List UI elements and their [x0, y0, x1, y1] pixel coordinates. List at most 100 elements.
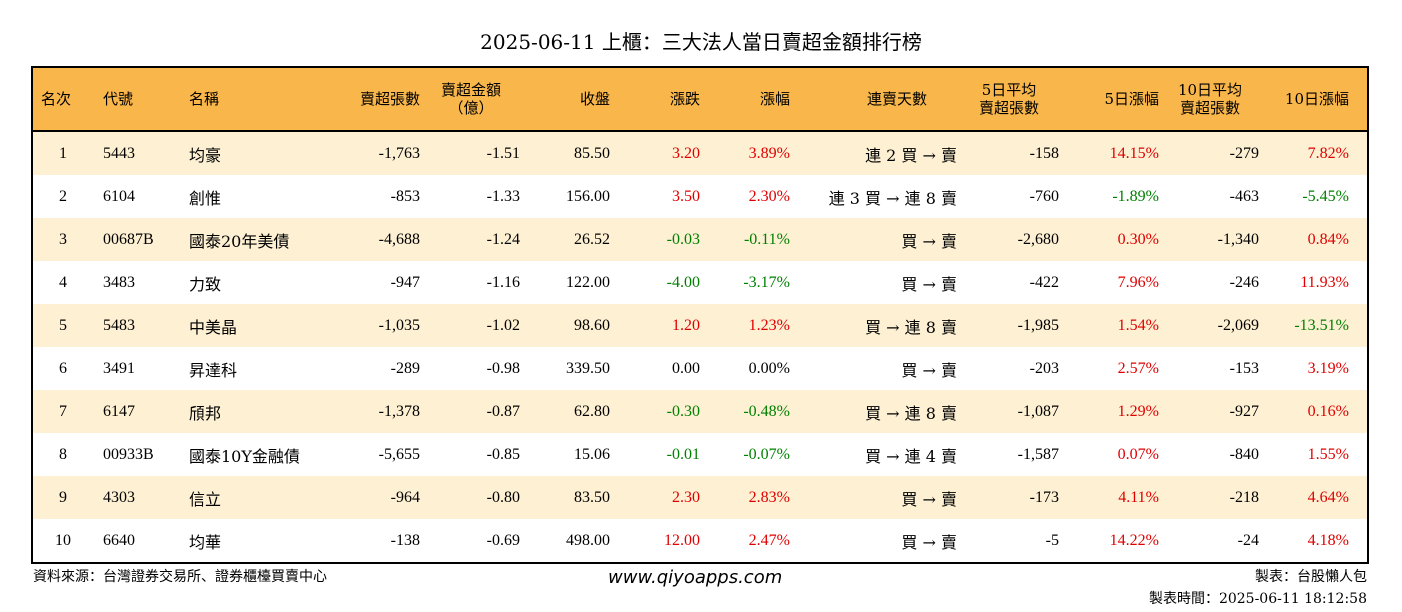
- cell-avg5: -5: [1045, 531, 1059, 549]
- cell-code: 5483: [103, 316, 135, 334]
- cell-pct10: 0.16%: [1307, 402, 1349, 420]
- cell-pct: -0.11%: [743, 230, 790, 248]
- cell-rank: 1: [59, 144, 67, 162]
- cell-code: 6147: [103, 402, 135, 420]
- table-row: 9 4303 信立 -964 -0.80 83.50 2.30 2.83% 買 → 賣 -173 4…: [33, 476, 1367, 519]
- cell-code: 00687B: [103, 230, 154, 248]
- cell-rank: 8: [59, 445, 67, 463]
- cell-name: 國泰10Y金融債: [189, 446, 300, 466]
- cell-pct10: 3.19%: [1307, 359, 1349, 377]
- header-avg10-line1: 10日平均: [1177, 81, 1243, 99]
- cell-name: 創惟: [189, 188, 222, 208]
- cell-name: 均豪: [189, 145, 222, 165]
- cell-sell-amount: -0.87: [486, 402, 520, 420]
- cell-avg10: -840: [1229, 445, 1259, 463]
- website-link[interactable]: www.qiyoapps.com: [608, 567, 783, 588]
- cell-name: 昇達科: [189, 360, 238, 380]
- cell-pct5: 2.57%: [1117, 359, 1159, 377]
- cell-close: 26.52: [574, 230, 610, 248]
- cell-sell-amount: -1.33: [486, 187, 520, 205]
- cell-pct: 2.83%: [748, 488, 790, 506]
- cell-pct10: 7.82%: [1307, 144, 1349, 162]
- cell-streak: 買 → 賣: [901, 274, 957, 294]
- cell-change: 3.50: [672, 187, 700, 205]
- cell-sell-shares: -5,655: [378, 445, 420, 463]
- table-body: 1 5443 均豪 -1,763 -1.51 85.50 3.20 3.89% 連 2 買 → …: [33, 132, 1367, 562]
- cell-close: 122.00: [566, 273, 610, 291]
- cell-pct10: 4.64%: [1307, 488, 1349, 506]
- cell-pct: -0.07%: [743, 445, 790, 463]
- header-avg10: 10日平均 賣超張數: [1161, 81, 1261, 117]
- cell-pct10: 0.84%: [1307, 230, 1349, 248]
- cell-sell-amount: -1.16: [486, 273, 520, 291]
- cell-avg10: -927: [1229, 402, 1259, 420]
- cell-pct5: 0.07%: [1117, 445, 1159, 463]
- ranking-table: 名次 代號 名稱 賣超張數 賣超金額 （億） 收盤 漲跌 漲幅 連賣天數 5日平…: [31, 66, 1369, 564]
- cell-pct: 3.89%: [748, 144, 790, 162]
- table-row: 1 5443 均豪 -1,763 -1.51 85.50 3.20 3.89% 連 2 買 → …: [33, 132, 1367, 175]
- header-sell-amount-line2: （億）: [448, 99, 494, 117]
- table-row: 8 00933B 國泰10Y金融債 -5,655 -0.85 15.06 -0.01 -0.0…: [33, 433, 1367, 476]
- cell-pct: 1.23%: [748, 316, 790, 334]
- cell-sell-shares: -947: [390, 273, 420, 291]
- cell-avg10: -463: [1229, 187, 1259, 205]
- cell-code: 3483: [103, 273, 135, 291]
- header-streak: 連賣天數: [792, 90, 959, 108]
- cell-code: 5443: [103, 144, 135, 162]
- header-avg10-line2: 賣超張數: [1179, 99, 1240, 117]
- cell-sell-amount: -0.80: [486, 488, 520, 506]
- cell-pct5: 1.54%: [1117, 316, 1159, 334]
- cell-close: 62.80: [574, 402, 610, 420]
- cell-name: 中美晶: [189, 317, 238, 337]
- cell-pct5: 0.30%: [1117, 230, 1159, 248]
- cell-sell-shares: -4,688: [378, 230, 420, 248]
- cell-sell-shares: -138: [390, 531, 420, 549]
- cell-avg5: -158: [1029, 144, 1059, 162]
- maker-note: 製表：台股懶人包: [1255, 569, 1367, 585]
- page-title: 2025-06-11 上櫃：三大法人當日賣超金額排行榜: [480, 30, 922, 54]
- table-row: 2 6104 創惟 -853 -1.33 156.00 3.50 2.30% 連 3 買 → 連…: [33, 175, 1367, 218]
- cell-avg5: -1,985: [1017, 316, 1059, 334]
- cell-name: 力致: [189, 274, 222, 294]
- cell-code: 6640: [103, 531, 135, 549]
- cell-sell-shares: -1,378: [378, 402, 420, 420]
- cell-avg10: -279: [1229, 144, 1259, 162]
- cell-pct10: 1.55%: [1307, 445, 1349, 463]
- cell-streak: 買 → 連 8 賣: [865, 403, 957, 423]
- header-pct: 漲幅: [759, 90, 790, 108]
- cell-pct10: 11.93%: [1300, 273, 1349, 291]
- table-row: 4 3483 力致 -947 -1.16 122.00 -4.00 -3.17% 買 → 賣 -4…: [33, 261, 1367, 304]
- cell-sell-shares: -1,035: [378, 316, 420, 334]
- cell-avg10: -246: [1229, 273, 1259, 291]
- cell-name: 信立: [189, 489, 222, 509]
- cell-close: 85.50: [574, 144, 610, 162]
- cell-streak: 買 → 連 8 賣: [865, 317, 957, 337]
- cell-pct: 2.30%: [748, 187, 790, 205]
- header-close: 收盤: [579, 90, 610, 108]
- cell-change: 2.30: [672, 488, 700, 506]
- table-row: 5 5483 中美晶 -1,035 -1.02 98.60 1.20 1.23% 買 → 連 8…: [33, 304, 1367, 347]
- cell-change: 0.00: [672, 359, 700, 377]
- cell-change: -0.30: [666, 402, 700, 420]
- cell-code: 4303: [103, 488, 135, 506]
- cell-change: 12.00: [664, 531, 700, 549]
- cell-avg10: -2,069: [1217, 316, 1259, 334]
- cell-sell-shares: -853: [390, 187, 420, 205]
- cell-streak: 買 → 賣: [901, 231, 957, 251]
- cell-pct: 2.47%: [748, 531, 790, 549]
- header-avg5-line1: 5日平均: [981, 81, 1037, 99]
- cell-name: 國泰20年美債: [189, 231, 290, 251]
- cell-avg10: -218: [1229, 488, 1259, 506]
- cell-close: 498.00: [566, 531, 610, 549]
- cell-name: 均華: [189, 532, 222, 552]
- table-header-row: 名次 代號 名稱 賣超張數 賣超金額 （億） 收盤 漲跌 漲幅 連賣天數 5日平…: [33, 68, 1367, 132]
- cell-avg5: -1,587: [1017, 445, 1059, 463]
- cell-streak: 買 → 連 4 賣: [865, 446, 957, 466]
- cell-avg5: -1,087: [1017, 402, 1059, 420]
- header-sell-amount: 賣超金額 （億）: [422, 81, 522, 117]
- cell-streak: 買 → 賣: [901, 489, 957, 509]
- cell-code: 3491: [103, 359, 135, 377]
- cell-rank: 9: [59, 488, 67, 506]
- header-pct10: 10日漲幅: [1284, 90, 1349, 108]
- cell-pct5: 1.29%: [1117, 402, 1159, 420]
